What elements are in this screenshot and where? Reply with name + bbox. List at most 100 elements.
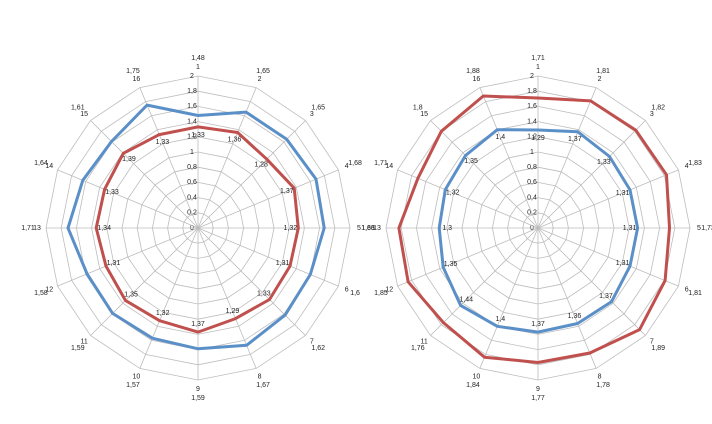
category-label: 15: [80, 111, 88, 118]
spoke: [197, 227, 339, 287]
data-label: 1,89: [651, 345, 665, 352]
spoke: [537, 120, 646, 229]
category-label: 2: [598, 76, 602, 83]
radial-tick-label: 1,2: [187, 134, 197, 141]
data-label: 1,67: [256, 382, 270, 389]
data-label: 1,76: [411, 345, 425, 352]
data-label: 1,71: [374, 160, 388, 167]
radial-tick-label: 0,8: [527, 164, 537, 171]
spoke: [537, 87, 597, 229]
category-label: 10: [472, 374, 480, 381]
spoke: [537, 227, 646, 336]
category-label: 5: [697, 225, 701, 232]
data-label: 1,39: [122, 156, 136, 163]
data-label: 1,31: [107, 260, 121, 267]
category-label: 11: [421, 339, 428, 346]
data-label: 1,37: [568, 136, 582, 143]
radial-tick-label: 1,8: [187, 88, 197, 95]
data-label: 1,78: [596, 382, 610, 389]
data-label: 1,81: [596, 68, 610, 75]
category-label: 8: [258, 374, 262, 381]
spoke: [90, 120, 199, 229]
data-label: 1,33: [257, 291, 271, 298]
data-label: 1,37: [599, 293, 613, 300]
radial-tick-label: 0,4: [187, 194, 197, 201]
radial-tick-label: 1,6: [527, 103, 537, 110]
category-label: 7: [310, 339, 314, 346]
radial-tick-label: 1,4: [527, 118, 537, 125]
spoke: [430, 120, 539, 229]
data-label: 1,33: [597, 159, 611, 166]
series-line: [94, 125, 300, 334]
data-label: 1,36: [568, 313, 582, 320]
category-label: 5: [357, 225, 361, 232]
spoke: [479, 87, 539, 229]
radial-tick-label: 1,6: [187, 103, 197, 110]
data-label: 1,37: [191, 321, 205, 328]
data-label: 1,37: [531, 321, 545, 328]
data-label: 1,35: [464, 158, 478, 165]
category-label: 11: [81, 339, 88, 346]
category-label: 14: [385, 163, 393, 170]
data-label: 1,83: [688, 160, 702, 167]
data-label: 1,73: [701, 225, 712, 232]
series-line: [66, 103, 326, 351]
category-label: 2: [258, 76, 262, 83]
spoke: [479, 227, 539, 369]
data-label: 1,65: [256, 68, 270, 75]
data-label: 1,77: [531, 395, 545, 402]
category-label: 7: [650, 339, 654, 346]
data-label: 1,31: [276, 260, 290, 267]
category-label: 14: [45, 163, 53, 170]
spoke: [397, 227, 539, 287]
data-label: 1,29: [226, 308, 240, 315]
data-label: 1,57: [126, 382, 140, 389]
data-label: 1,31: [623, 225, 637, 232]
data-label: 1,64: [34, 160, 48, 167]
radial-tick-label: 1: [190, 149, 194, 156]
spoke: [430, 227, 539, 336]
radial-tick-label: 2: [530, 73, 534, 80]
category-label: 9: [536, 386, 540, 393]
data-label: 1,68: [348, 160, 362, 167]
category-label: 10: [132, 374, 140, 381]
data-label: 1,4: [495, 134, 505, 141]
data-label: 1,59: [71, 345, 85, 352]
data-label: 1,31: [616, 260, 630, 267]
data-label: 1,31: [616, 190, 630, 197]
spoke: [537, 227, 597, 369]
category-label: 6: [685, 286, 689, 293]
category-label: 3: [310, 111, 314, 118]
data-label: 1,84: [466, 382, 480, 389]
category-label: 12: [45, 286, 53, 293]
category-label: 3: [650, 111, 654, 118]
data-label: 1,4: [495, 316, 505, 323]
radial-tick-label: 0,6: [187, 179, 197, 186]
category-label: 8: [598, 374, 602, 381]
category-label: 16: [472, 76, 480, 83]
data-label: 1,71: [531, 55, 545, 62]
spoke: [57, 169, 199, 229]
data-label: 1,62: [311, 345, 325, 352]
spoke: [537, 227, 679, 287]
category-label: 12: [385, 286, 393, 293]
data-label: 1,33: [191, 132, 205, 139]
category-label: 1: [196, 64, 200, 71]
data-label: 1,34: [97, 225, 111, 232]
data-label: 1,32: [284, 225, 298, 232]
radial-tick-label: 1,8: [527, 88, 537, 95]
radial-tick-label: 1: [530, 149, 534, 156]
radial-tick-label: 0,6: [527, 179, 537, 186]
spoke: [139, 227, 199, 369]
spoke: [197, 227, 306, 336]
radial-tick-label: 2: [190, 73, 194, 80]
data-label: 1,59: [191, 395, 205, 402]
data-label: 1,29: [531, 135, 545, 142]
category-label: 4: [345, 163, 349, 170]
category-label: 13: [33, 225, 41, 232]
data-label: 1,33: [105, 189, 119, 196]
category-label: 4: [685, 163, 689, 170]
data-label: 1,75: [126, 68, 140, 75]
data-label: 1,3: [442, 225, 452, 232]
